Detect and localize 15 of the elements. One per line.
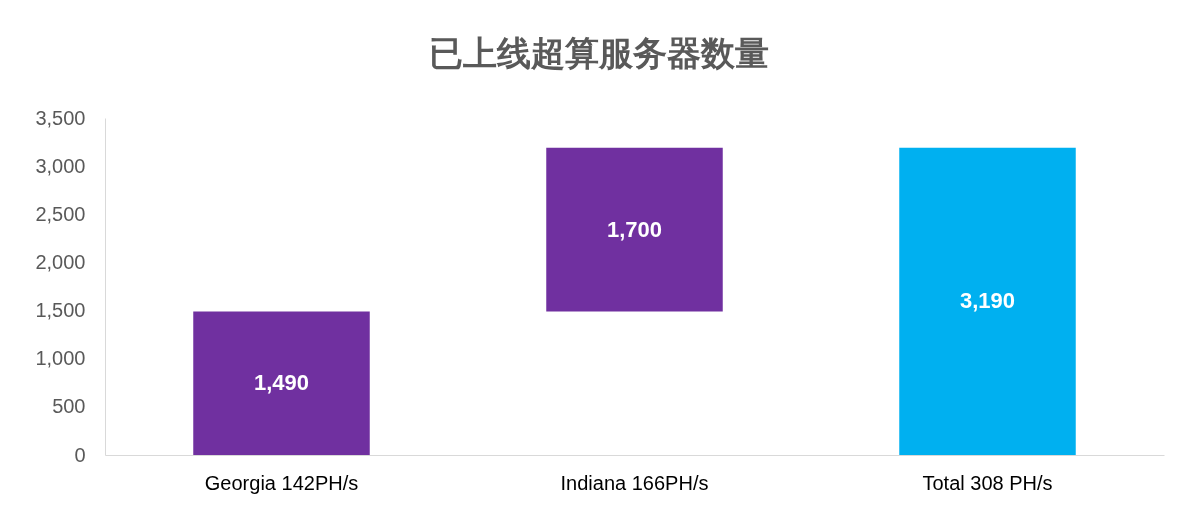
y-tick-label: 1,000 [35,347,86,370]
y-tick-label: 2,000 [35,250,86,273]
data-label: 3,190 [959,288,1016,314]
x-tick-label: Georgia 142PH/s [204,471,359,494]
y-tick-label: 0 [74,443,86,466]
y-tick-label: 3,000 [35,154,86,177]
x-tick-label: Total 308 PH/s [922,471,1053,494]
y-tick-label: 1,500 [35,299,86,322]
data-label: 1,490 [253,370,310,396]
chart-title: 已上线超算服务器数量 [429,34,770,72]
y-tick-label: 2,500 [35,202,86,225]
x-tick-label: Indiana 166PH/s [560,471,709,494]
data-label: 1,700 [606,216,663,242]
y-tick-label: 500 [52,395,86,418]
y-tick-label: 3,500 [35,106,86,129]
